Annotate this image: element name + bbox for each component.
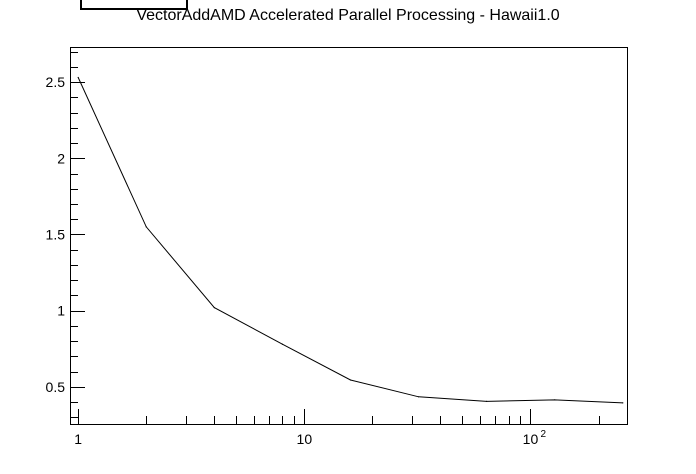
data-point	[77, 76, 79, 79]
x-axis: 1 10 10 2	[74, 409, 600, 447]
data-point	[145, 226, 147, 228]
y-tick-label: 1	[57, 303, 65, 319]
y-tick-label: 0.5	[46, 379, 66, 395]
data-point	[349, 379, 352, 381]
y-tick-label: 2.5	[46, 74, 66, 90]
series-line	[77, 77, 623, 404]
y-axis: 0.5 1 1.5 2 2.5	[46, 52, 85, 418]
data-point	[554, 399, 556, 401]
chart-title: VectorAddAMD Accelerated Parallel Proces…	[136, 7, 560, 24]
data-point	[213, 307, 215, 309]
x-tick-label: 1	[74, 431, 82, 447]
data-point	[486, 400, 488, 402]
series-group	[77, 76, 624, 404]
y-tick-label: 2	[57, 150, 65, 166]
x-tick-label: 10	[523, 431, 539, 447]
stats-box	[80, 0, 188, 10]
x-tick-exponent: 2	[540, 429, 546, 440]
y-tick-label: 1.5	[46, 226, 66, 242]
data-point	[622, 402, 624, 404]
data-point	[281, 343, 284, 345]
data-point	[417, 396, 420, 398]
plot-frame	[70, 47, 628, 425]
x-tick-label: 10	[297, 431, 313, 447]
